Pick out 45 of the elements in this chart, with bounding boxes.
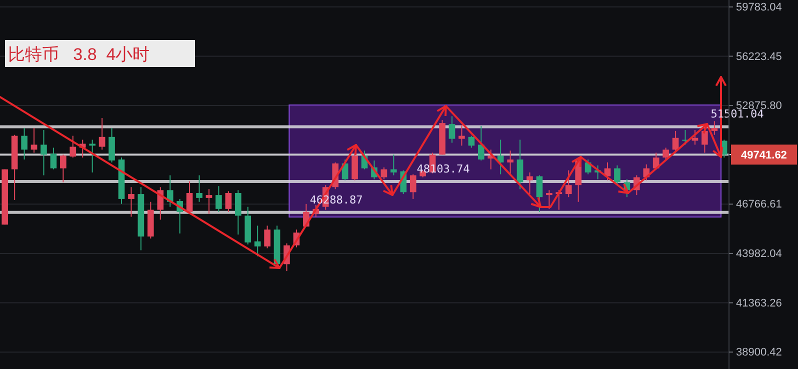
candlestick: [478, 125, 484, 161]
y-tick-label: 41363.26: [736, 297, 782, 310]
y-tick-label: 59783.04: [736, 1, 782, 14]
candlestick: [254, 225, 261, 257]
candlestick: [166, 174, 174, 208]
candlestick: [50, 147, 57, 170]
candlestick: [225, 190, 232, 212]
candlestick: [128, 186, 134, 218]
candlestick: [264, 225, 270, 249]
y-tick-label: 38900.42: [736, 346, 782, 359]
candlestick: [60, 154, 66, 183]
candlestick: [614, 164, 620, 186]
candlestick: [546, 190, 552, 210]
candlestick: [70, 135, 76, 158]
candlestick: [216, 186, 222, 212]
candlestick: [21, 127, 28, 160]
candlestick: [40, 129, 47, 176]
text: 比特币 3.8 4小时: [8, 45, 150, 64]
candlestick: [711, 120, 718, 136]
candlestick: [30, 127, 38, 154]
candlestick: [234, 190, 242, 236]
y-tick-label: 43982.04: [736, 248, 782, 260]
candlestick: [98, 118, 106, 150]
candlestick: [390, 154, 397, 176]
candlestick: [206, 188, 212, 214]
candlestick: [186, 180, 193, 214]
candlestick: [410, 174, 416, 200]
candlestick: [458, 124, 465, 146]
candlestick: [565, 170, 572, 198]
y-tick-label: 56223.45: [736, 50, 782, 63]
candlestick: [448, 116, 456, 144]
candlestick: [526, 172, 533, 195]
candlestick: [507, 150, 514, 175]
candlestick: [468, 135, 475, 148]
candlestick: [89, 139, 96, 173]
candlestick: [108, 127, 115, 163]
candlestick: [516, 139, 524, 190]
candlestick: [352, 152, 358, 181]
candlestick: [672, 130, 679, 152]
y-tick-label: 46766.61: [736, 198, 782, 211]
candlestick: [196, 174, 202, 202]
candlestick: [157, 186, 164, 220]
candlestick: [662, 147, 669, 161]
candlestick: [380, 166, 388, 180]
ref-line-label: 49741.62: [741, 150, 787, 162]
